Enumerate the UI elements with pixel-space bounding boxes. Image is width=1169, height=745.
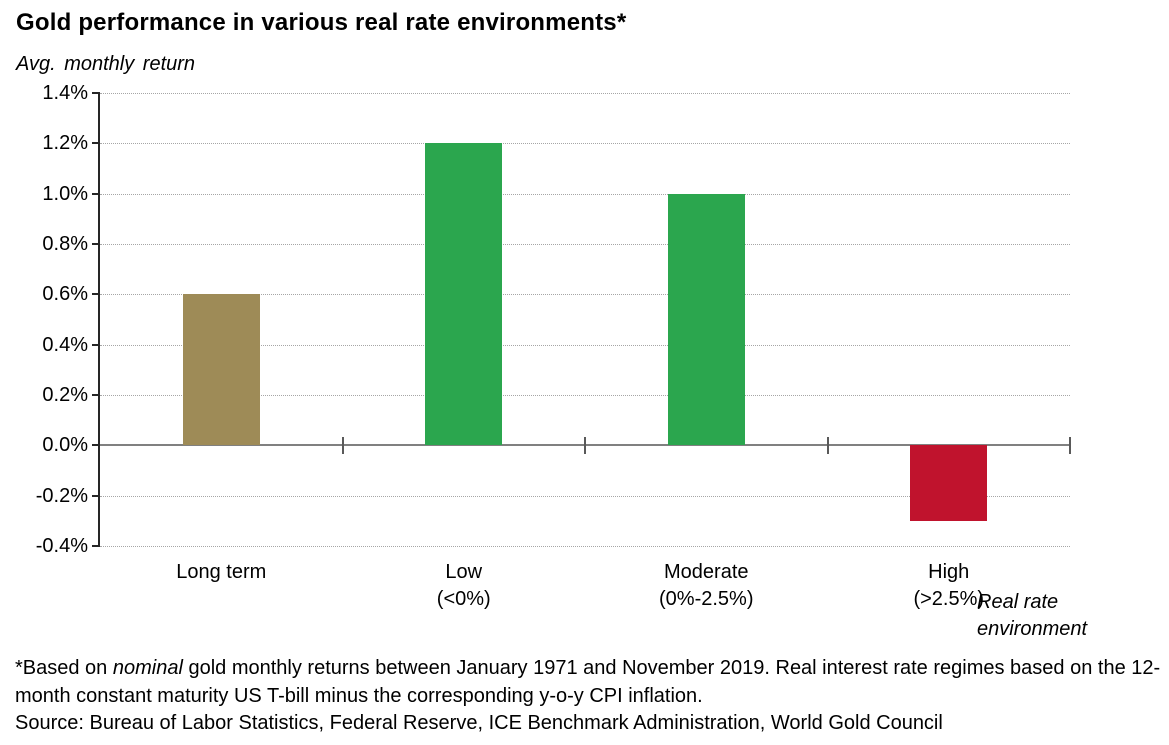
y-tick xyxy=(92,92,100,94)
x-tick xyxy=(341,437,344,455)
x-tick xyxy=(826,437,829,455)
footnote-part2: gold monthly returns between January 197… xyxy=(15,657,1161,707)
chart-title: Gold performance in various real rate en… xyxy=(16,9,627,36)
y-tick-label: 0.6% xyxy=(42,283,88,306)
y-tick xyxy=(92,293,100,296)
y-tick xyxy=(92,243,100,245)
y-gridline xyxy=(100,294,1070,296)
y-tick-label: 1.0% xyxy=(42,182,88,205)
y-gridline xyxy=(100,93,1070,94)
y-tick xyxy=(92,545,100,547)
x-category-label: Moderate (0%-2.5%) xyxy=(659,561,754,610)
footnote-italic-word: nominal xyxy=(112,657,183,679)
y-gridline xyxy=(100,495,1070,497)
y-axis-line xyxy=(98,93,100,547)
y-tick-label: 0.4% xyxy=(42,333,88,356)
y-gridline xyxy=(100,344,1070,346)
bar-low xyxy=(425,143,503,446)
y-tick xyxy=(92,444,100,447)
x-axis-title: Real rate environment xyxy=(977,591,1088,640)
bar-long-term xyxy=(182,294,260,446)
x-tick xyxy=(1069,437,1071,455)
x-tick xyxy=(584,437,586,455)
y-axis-title: Avg. monthly return xyxy=(16,53,196,75)
y-tick-label: 0.0% xyxy=(42,434,88,457)
y-tick-label: 1.2% xyxy=(42,132,88,155)
y-tick-label: -0.2% xyxy=(35,484,88,507)
y-tick-label: -0.4% xyxy=(35,535,88,557)
y-gridline xyxy=(100,143,1070,145)
y-gridline xyxy=(100,244,1070,245)
footnote-text: *Based on nominal gold monthly returns b… xyxy=(15,655,1163,710)
x-category-label: High (>2.5%) xyxy=(913,561,985,610)
y-tick xyxy=(92,494,100,497)
footnote-block: *Based on nominal gold monthly returns b… xyxy=(15,655,1163,738)
y-tick xyxy=(92,343,100,346)
y-tick xyxy=(92,192,100,195)
y-gridline xyxy=(100,546,1070,547)
x-category-label: Low (<0%) xyxy=(436,561,491,610)
y-tick xyxy=(92,394,100,396)
bar-moderate xyxy=(667,193,745,446)
y-tick xyxy=(92,142,100,145)
y-tick-label: 0.2% xyxy=(42,384,88,406)
y-gridline xyxy=(100,193,1070,195)
footnote-part1: *Based on xyxy=(15,657,113,679)
x-category-label: Long term xyxy=(176,561,267,583)
y-tick-label: 0.8% xyxy=(42,233,88,255)
y-tick-label: 1.4% xyxy=(42,82,88,104)
y-gridline xyxy=(100,395,1070,396)
source-line: Source: Bureau of Labor Statistics, Fede… xyxy=(15,712,943,734)
bar-high xyxy=(910,445,988,521)
